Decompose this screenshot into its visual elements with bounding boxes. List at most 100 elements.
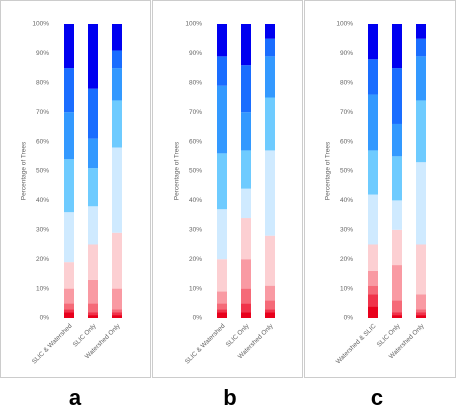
bar-segment bbox=[265, 235, 275, 286]
bar-segment bbox=[392, 229, 402, 266]
y-tick-label: 40% bbox=[189, 197, 202, 204]
y-tick-label: 90% bbox=[189, 50, 202, 57]
y-tick-label: 80% bbox=[36, 80, 49, 87]
bar-segment bbox=[217, 291, 227, 304]
y-tick-label: 10% bbox=[36, 285, 49, 292]
bar-segment bbox=[416, 56, 426, 101]
y-tick-label: 30% bbox=[36, 227, 49, 234]
bar-segment bbox=[241, 24, 251, 66]
y-tick-label: 60% bbox=[340, 138, 353, 145]
bar-segment bbox=[112, 100, 122, 148]
bar-segment bbox=[217, 312, 227, 318]
y-tick-label: 10% bbox=[189, 285, 202, 292]
x-tick-label: Watershed & SLIC bbox=[335, 322, 378, 365]
bar-segment bbox=[265, 56, 275, 98]
bar-segment bbox=[416, 312, 426, 316]
bar-segment bbox=[217, 259, 227, 292]
bar-segment bbox=[64, 68, 74, 113]
y-tick-label: 60% bbox=[189, 138, 202, 145]
bar-segment bbox=[265, 312, 275, 318]
bar-segment bbox=[368, 150, 378, 195]
bar-segment bbox=[64, 303, 74, 310]
bar-segment bbox=[392, 156, 402, 201]
bar-segment bbox=[241, 65, 251, 113]
y-tick-label: 30% bbox=[340, 227, 353, 234]
y-tick-label: 70% bbox=[340, 109, 353, 116]
bar-segment bbox=[368, 294, 378, 307]
y-tick-label: 100% bbox=[32, 21, 49, 28]
bar-segment bbox=[112, 312, 122, 316]
bar-segment bbox=[112, 50, 122, 69]
bar-segment bbox=[112, 147, 122, 233]
bar-segment bbox=[265, 150, 275, 236]
y-tick-label: 20% bbox=[36, 256, 49, 263]
panel-frame bbox=[152, 0, 303, 378]
x-tick-label: SLIC & Watershed bbox=[31, 322, 74, 365]
bar-segment bbox=[416, 24, 426, 39]
bar-segment bbox=[88, 24, 98, 89]
bar-segment bbox=[241, 303, 251, 313]
bar-segment bbox=[64, 212, 74, 263]
bar-segment bbox=[416, 244, 426, 295]
bar-segment bbox=[88, 168, 98, 207]
bar-segment bbox=[265, 38, 275, 57]
bar-segment bbox=[368, 285, 378, 295]
bar-segment bbox=[64, 262, 74, 289]
bar-segment bbox=[416, 294, 426, 310]
bar-segment bbox=[416, 162, 426, 245]
bar-segment bbox=[392, 265, 402, 301]
bar-segment bbox=[88, 138, 98, 169]
y-tick-label: 0% bbox=[193, 315, 203, 322]
bar-segment bbox=[416, 315, 426, 318]
bar-segment bbox=[112, 288, 122, 310]
bar-segment bbox=[112, 68, 122, 101]
bar-segment bbox=[241, 259, 251, 289]
bar-segment bbox=[112, 24, 122, 51]
y-tick-label: 50% bbox=[189, 168, 202, 175]
bar-segment bbox=[64, 312, 74, 318]
bar-segment bbox=[368, 270, 378, 286]
bar-segment bbox=[241, 150, 251, 189]
bar-segment bbox=[217, 209, 227, 260]
bar-segment bbox=[64, 309, 74, 313]
bar-segment bbox=[265, 97, 275, 151]
bar-segment bbox=[416, 100, 426, 163]
bar-segment bbox=[88, 206, 98, 245]
bar-segment bbox=[112, 232, 122, 289]
bar-segment bbox=[392, 68, 402, 124]
bar-segment bbox=[64, 159, 74, 213]
bar-segment bbox=[241, 312, 251, 318]
panel-label: a bbox=[69, 385, 82, 410]
y-tick-label: 90% bbox=[340, 50, 353, 57]
bar-segment bbox=[265, 285, 275, 301]
bar-segment bbox=[265, 24, 275, 39]
bar-segment bbox=[241, 112, 251, 151]
bar-segment bbox=[112, 309, 122, 313]
bar-segment bbox=[64, 24, 74, 69]
bar-segment bbox=[265, 300, 275, 310]
y-tick-label: 50% bbox=[340, 168, 353, 175]
y-tick-label: 80% bbox=[189, 80, 202, 87]
bar-segment bbox=[241, 288, 251, 304]
bar-segment bbox=[217, 153, 227, 210]
y-tick-label: 50% bbox=[36, 168, 49, 175]
bar-segment bbox=[392, 300, 402, 313]
y-tick-label: 20% bbox=[189, 256, 202, 263]
bar-segment bbox=[112, 315, 122, 318]
panel-label: c bbox=[371, 385, 383, 410]
bar-segment bbox=[368, 59, 378, 95]
y-tick-label: 40% bbox=[340, 197, 353, 204]
panel-frame bbox=[0, 0, 151, 378]
bar-segment bbox=[88, 279, 98, 304]
bar-segment bbox=[64, 112, 74, 160]
bar-segment bbox=[392, 312, 402, 316]
bar-segment bbox=[416, 309, 426, 313]
y-tick-label: 70% bbox=[36, 109, 49, 116]
bar-segment bbox=[88, 88, 98, 139]
y-tick-label: 100% bbox=[185, 21, 202, 28]
bar-segment bbox=[88, 303, 98, 313]
y-tick-label: 0% bbox=[344, 315, 354, 322]
bar-segment bbox=[217, 303, 227, 310]
bar-segment bbox=[241, 188, 251, 219]
